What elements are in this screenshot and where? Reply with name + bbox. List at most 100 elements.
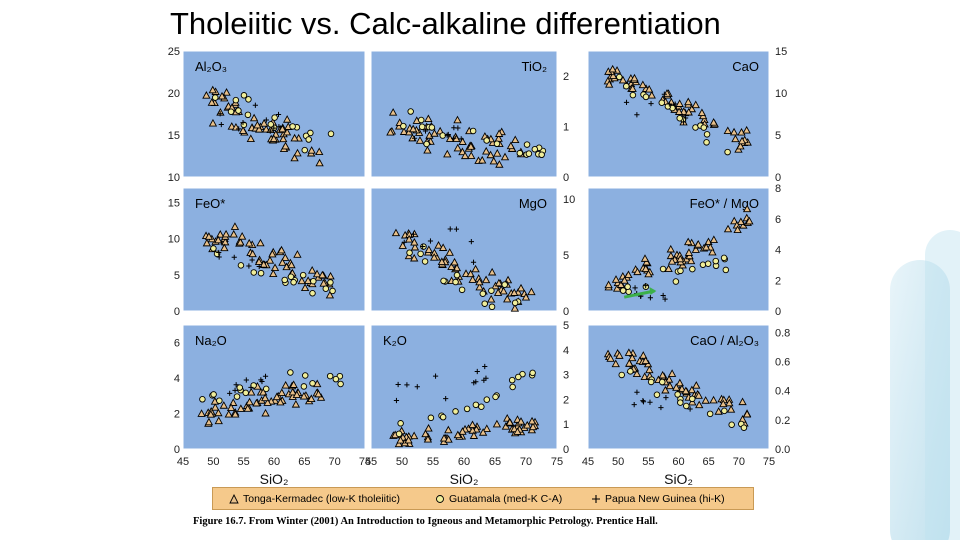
plus-marker-icon: [592, 494, 600, 503]
data-point-triangle: [450, 257, 459, 266]
panel-label: CaO / Al₂O₃: [690, 333, 759, 348]
data-point-plus: [259, 378, 265, 385]
data-point-triangle: [516, 283, 526, 292]
data-point-plus: [663, 395, 669, 401]
data-point-triangle: [221, 229, 231, 238]
data-point-circle: [538, 151, 545, 159]
y-tick-label: 1: [563, 122, 569, 134]
y-tick-label: 8: [775, 183, 781, 195]
data-point-triangle: [704, 237, 713, 246]
data-point-plus: [420, 243, 426, 250]
data-point-triangle: [307, 394, 316, 402]
x-tick-label: 70: [520, 456, 532, 468]
data-point-circle: [397, 420, 404, 427]
figure-caption: Figure 16.7. From Winter (2001) An Intro…: [193, 516, 658, 527]
data-point-circle: [529, 369, 536, 377]
data-point-triangle: [611, 275, 621, 283]
data-point-triangle: [510, 304, 520, 312]
data-point-circle: [287, 273, 295, 280]
panel-8: CaO / Al₂O₃ 0.8 0.6 0.4 0.2 0.0 45 50 55 60 65 70 75…: [582, 324, 790, 487]
data-point-plus: [275, 111, 282, 118]
data-point-circle: [427, 414, 435, 422]
data-point-circle: [704, 260, 712, 267]
data-point-plus: [246, 263, 252, 269]
data-point-triangle: [493, 288, 503, 296]
panel-label: CaO: [732, 59, 759, 74]
data-point-triangle: [723, 126, 732, 135]
data-point-circle: [407, 108, 414, 115]
x-tick-label: 70: [329, 456, 341, 468]
data-point-triangle: [714, 407, 723, 415]
y-tick-label: 0.6: [775, 356, 790, 368]
circle-marker-icon: [436, 494, 444, 503]
y-tick-label: 5: [174, 270, 180, 282]
data-point-triangle: [197, 409, 206, 417]
data-point-triangle: [206, 410, 215, 418]
data-point-triangle: [672, 383, 681, 391]
data-point-triangle: [640, 254, 650, 262]
data-point-triangle: [632, 369, 642, 377]
panel-label: K₂O: [383, 333, 407, 348]
legend-label-tonga: Tonga-Kermadec (low-K tholeiitic): [243, 492, 400, 505]
data-point-triangle: [468, 426, 477, 434]
data-point-triangle: [513, 427, 522, 435]
data-point-circle: [653, 391, 661, 399]
data-point-plus: [445, 131, 451, 138]
data-point-triangle: [736, 141, 745, 150]
data-point-circle: [501, 281, 508, 288]
data-point-circle: [257, 269, 265, 277]
data-point-triangle: [219, 401, 228, 409]
data-point-triangle: [611, 359, 620, 368]
panel-background: [587, 324, 770, 450]
data-point-circle: [417, 116, 425, 124]
data-point-triangle: [738, 397, 747, 406]
data-point-triangle: [742, 204, 752, 213]
data-point-triangle: [391, 228, 401, 237]
data-point-triangle: [609, 71, 618, 80]
data-point-triangle: [684, 248, 694, 256]
data-point-triangle: [615, 351, 624, 359]
data-point-triangle: [214, 408, 223, 417]
data-point-triangle: [487, 267, 497, 276]
data-point-circle: [659, 378, 666, 386]
data-point-plus: [393, 397, 400, 404]
y-tick-label: 0: [563, 172, 569, 184]
data-point-triangle: [208, 85, 217, 94]
data-point-plus: [455, 125, 461, 131]
data-point-circle: [616, 73, 623, 81]
data-point-triangle: [410, 242, 420, 251]
data-point-triangle: [666, 244, 675, 253]
data-point-triangle: [291, 399, 301, 408]
data-point-triangle: [202, 91, 211, 99]
data-point-triangle: [230, 222, 240, 230]
data-point-triangle: [468, 275, 477, 283]
data-point-triangle: [430, 129, 439, 137]
data-point-triangle: [279, 134, 288, 143]
data-point-triangle: [281, 253, 290, 261]
data-point-circle: [250, 269, 258, 276]
data-point-circle: [699, 261, 707, 269]
data-point-triangle: [236, 404, 246, 412]
data-point-circle: [421, 258, 429, 265]
panel-7: K₂O 5 4 3 2 1 0 45 50 55 60 65 70 75 SiO₂: [365, 320, 569, 487]
data-point-triangle: [674, 107, 684, 115]
data-point-triangle: [487, 294, 496, 303]
data-point-plus: [470, 259, 477, 265]
panel-5: FeO* / MgO 8 6 4 2 0: [587, 183, 781, 318]
data-point-triangle: [447, 262, 456, 271]
data-point-triangle: [423, 434, 433, 443]
data-point-plus: [482, 363, 488, 370]
data-point-circle: [322, 285, 330, 292]
data-point-circle: [337, 380, 344, 388]
data-point-circle: [289, 123, 296, 130]
x-tick-label: 75: [763, 456, 775, 468]
data-point-circle: [642, 93, 650, 101]
y-tick-label: 0: [174, 444, 180, 456]
y-tick-label: 5: [563, 320, 569, 332]
data-point-triangle: [661, 385, 670, 394]
data-point-triangle: [625, 359, 634, 367]
data-point-circle: [301, 372, 309, 379]
panel-label: Na₂O: [195, 333, 227, 348]
data-point-triangle: [315, 158, 324, 167]
data-point-circle: [227, 108, 235, 115]
